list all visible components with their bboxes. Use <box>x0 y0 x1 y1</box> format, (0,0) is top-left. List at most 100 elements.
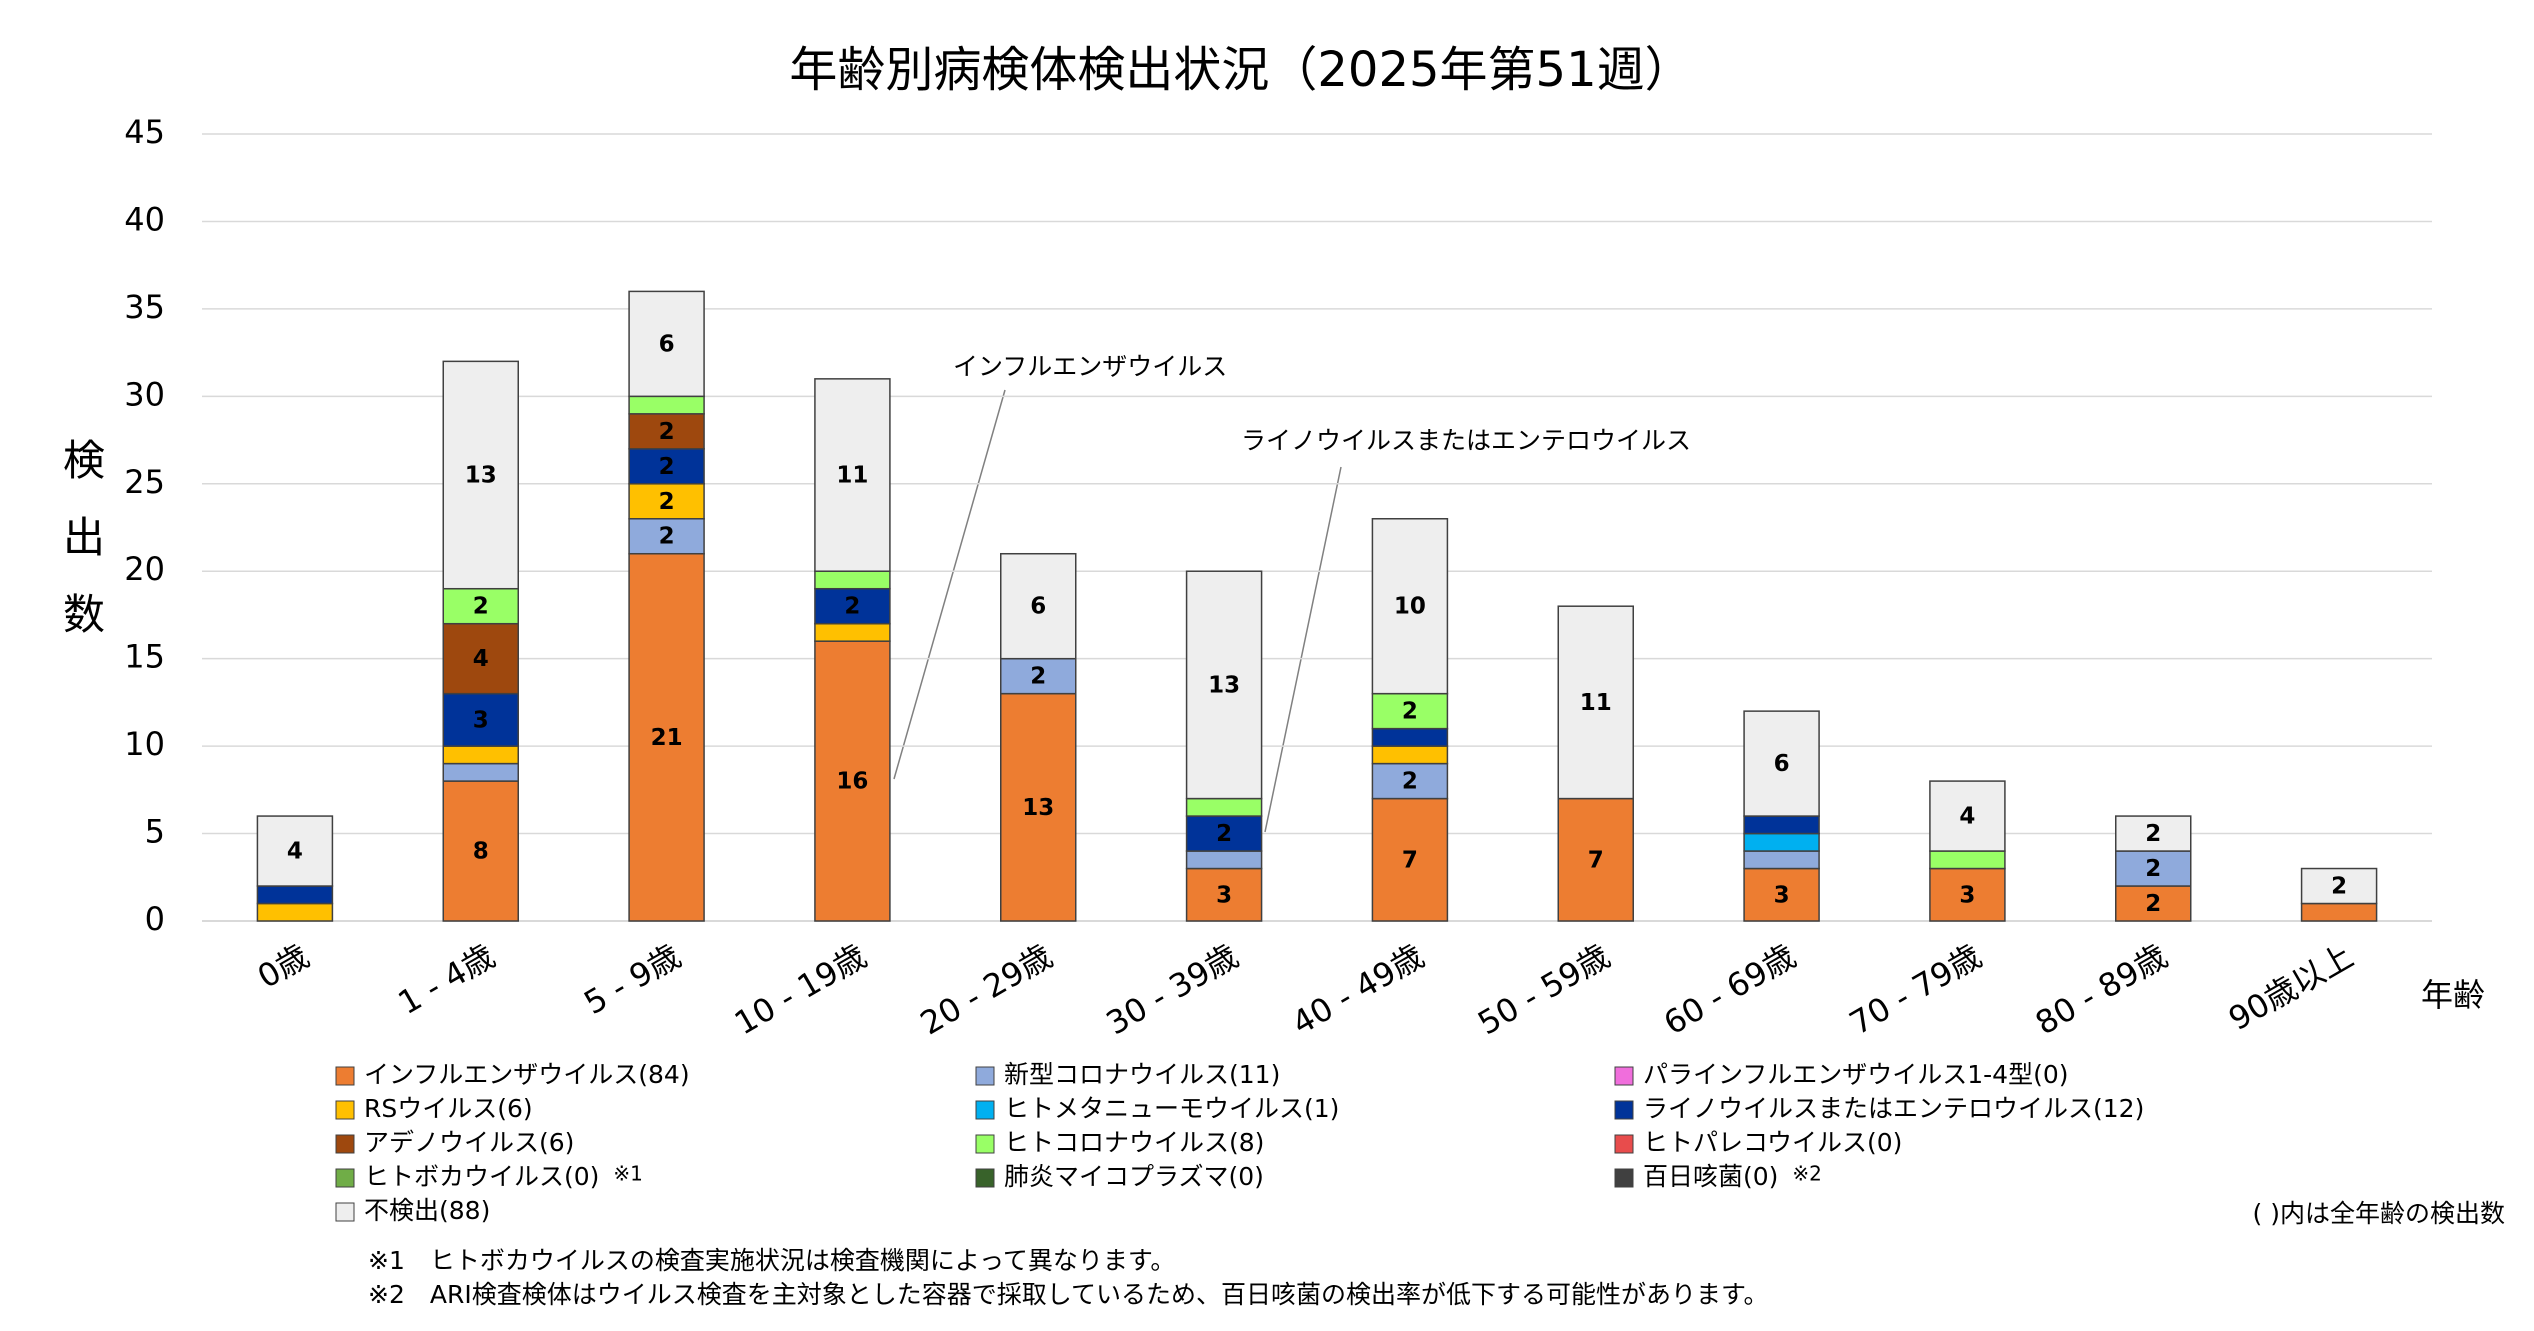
data-label: 4 <box>473 646 489 672</box>
data-label: 2 <box>473 594 489 620</box>
bar-segment <box>2115 815 2192 852</box>
legend-swatch <box>1614 1100 1634 1120</box>
data-label: 13 <box>1022 795 1054 821</box>
y-axis-label: 検出数 <box>57 438 106 669</box>
bar-segment <box>1743 832 1820 852</box>
data-label: 10 <box>1394 594 1426 620</box>
callout-line <box>1264 466 1342 833</box>
bar-segment <box>1557 797 1634 922</box>
bar-segment <box>1185 570 1263 800</box>
footnote: ※1 ヒトボカウイルスの検査実施状況は検査機関によって異なります。 <box>368 1246 1175 1275</box>
bar-segment <box>628 395 705 415</box>
bar-segment <box>628 448 705 485</box>
legend-label: 百日咳菌(0) <box>1643 1162 1778 1191</box>
data-label: 2 <box>2145 821 2161 847</box>
legend-footnote-mark: ※1 <box>613 1162 642 1186</box>
bar-segment <box>1929 850 2006 870</box>
legend-swatch <box>975 1134 995 1154</box>
data-label: 2 <box>2331 874 2347 900</box>
data-label: 3 <box>1216 882 1232 908</box>
bar-segment <box>1371 518 1449 695</box>
legend-swatch <box>975 1100 995 1120</box>
legend-label: 新型コロナウイルス(11) <box>1004 1060 1280 1089</box>
bar-segment <box>1000 692 1077 922</box>
data-label: 7 <box>1402 847 1418 873</box>
bar-segment <box>2300 902 2378 922</box>
bar-segment <box>628 413 705 450</box>
callout-line <box>893 389 1006 780</box>
data-label: 2 <box>844 594 860 620</box>
bar-segment <box>628 518 705 555</box>
bar-segment <box>1743 710 1820 817</box>
bar-segment <box>442 360 519 590</box>
data-label: 2 <box>2145 891 2161 917</box>
bar-segment <box>1185 867 1263 922</box>
data-label: 13 <box>1208 672 1240 698</box>
bar-segment <box>256 815 334 887</box>
data-label: 3 <box>1959 882 1975 908</box>
legend-swatch <box>335 1134 355 1154</box>
legend-swatch <box>975 1066 995 1086</box>
legend-swatch <box>1614 1168 1634 1188</box>
data-label: 11 <box>1580 690 1612 716</box>
y-tick-label: 0 <box>145 900 165 938</box>
data-label: 21 <box>651 725 683 751</box>
legend-label: 不検出(88) <box>364 1196 490 1225</box>
bar-segment <box>256 885 334 905</box>
y-tick-label: 10 <box>124 725 165 763</box>
bar-segment <box>1185 850 1263 870</box>
y-tick-label: 25 <box>124 463 165 501</box>
data-label: 2 <box>1402 769 1418 795</box>
data-label: 6 <box>659 331 675 357</box>
data-label: 11 <box>836 463 868 489</box>
bar-segment <box>814 622 891 642</box>
legend-label: ヒトコロナウイルス(8) <box>1004 1128 1264 1157</box>
y-tick-label: 45 <box>124 113 165 151</box>
data-label: 2 <box>1402 699 1418 725</box>
bar-segment <box>442 762 519 782</box>
legend-footnote-mark: ※2 <box>1792 1162 1821 1186</box>
legend-note: ( )内は全年齢の検出数 <box>2253 1199 2505 1228</box>
data-label: 4 <box>1959 804 1975 830</box>
y-tick-label: 5 <box>145 813 165 851</box>
bar-segment <box>1929 780 2006 852</box>
bar-segment <box>2300 867 2378 905</box>
data-label: 13 <box>465 463 497 489</box>
bar-segment <box>628 483 705 520</box>
data-label: 4 <box>287 839 303 865</box>
bar-segment <box>442 587 519 625</box>
data-label: 2 <box>659 454 675 480</box>
bar-segment <box>1371 727 1449 747</box>
data-label: 2 <box>659 419 675 445</box>
data-label: 6 <box>1774 751 1790 777</box>
bar-segment <box>1371 762 1449 800</box>
bar-segment <box>256 902 334 922</box>
legend-label: インフルエンザウイルス(84) <box>364 1060 690 1089</box>
y-tick-label: 15 <box>124 638 165 676</box>
bar-segment <box>2115 850 2192 887</box>
annotation: ライノウイルスまたはエンテロウイルス <box>1241 426 1691 455</box>
data-label: 8 <box>473 839 489 865</box>
data-label: 3 <box>1774 882 1790 908</box>
legend-swatch <box>335 1066 355 1086</box>
bar-segment <box>1000 657 1077 695</box>
bar-segment <box>814 587 891 625</box>
bar-segment <box>442 692 519 747</box>
bar-segment <box>814 570 891 590</box>
legend-swatch <box>975 1168 995 1188</box>
legend-label: パラインフルエンザウイルス1-4型(0) <box>1643 1060 2069 1089</box>
legend-swatch <box>335 1202 355 1222</box>
legend-label: RSウイルス(6) <box>364 1094 533 1123</box>
bar-segment <box>2115 885 2192 922</box>
legend-label: アデノウイルス(6) <box>364 1128 574 1157</box>
y-tick-label: 40 <box>124 200 165 238</box>
y-tick-label: 30 <box>124 375 165 413</box>
bar-segment <box>1000 552 1077 660</box>
legend-swatch <box>1614 1134 1634 1154</box>
bar-segment <box>1185 815 1263 852</box>
legend-swatch <box>1614 1066 1634 1086</box>
data-label: 2 <box>659 524 675 550</box>
bar-segment <box>1371 797 1449 922</box>
legend-label: ヒトボカウイルス(0) <box>364 1162 599 1191</box>
bar-segment <box>814 378 891 572</box>
